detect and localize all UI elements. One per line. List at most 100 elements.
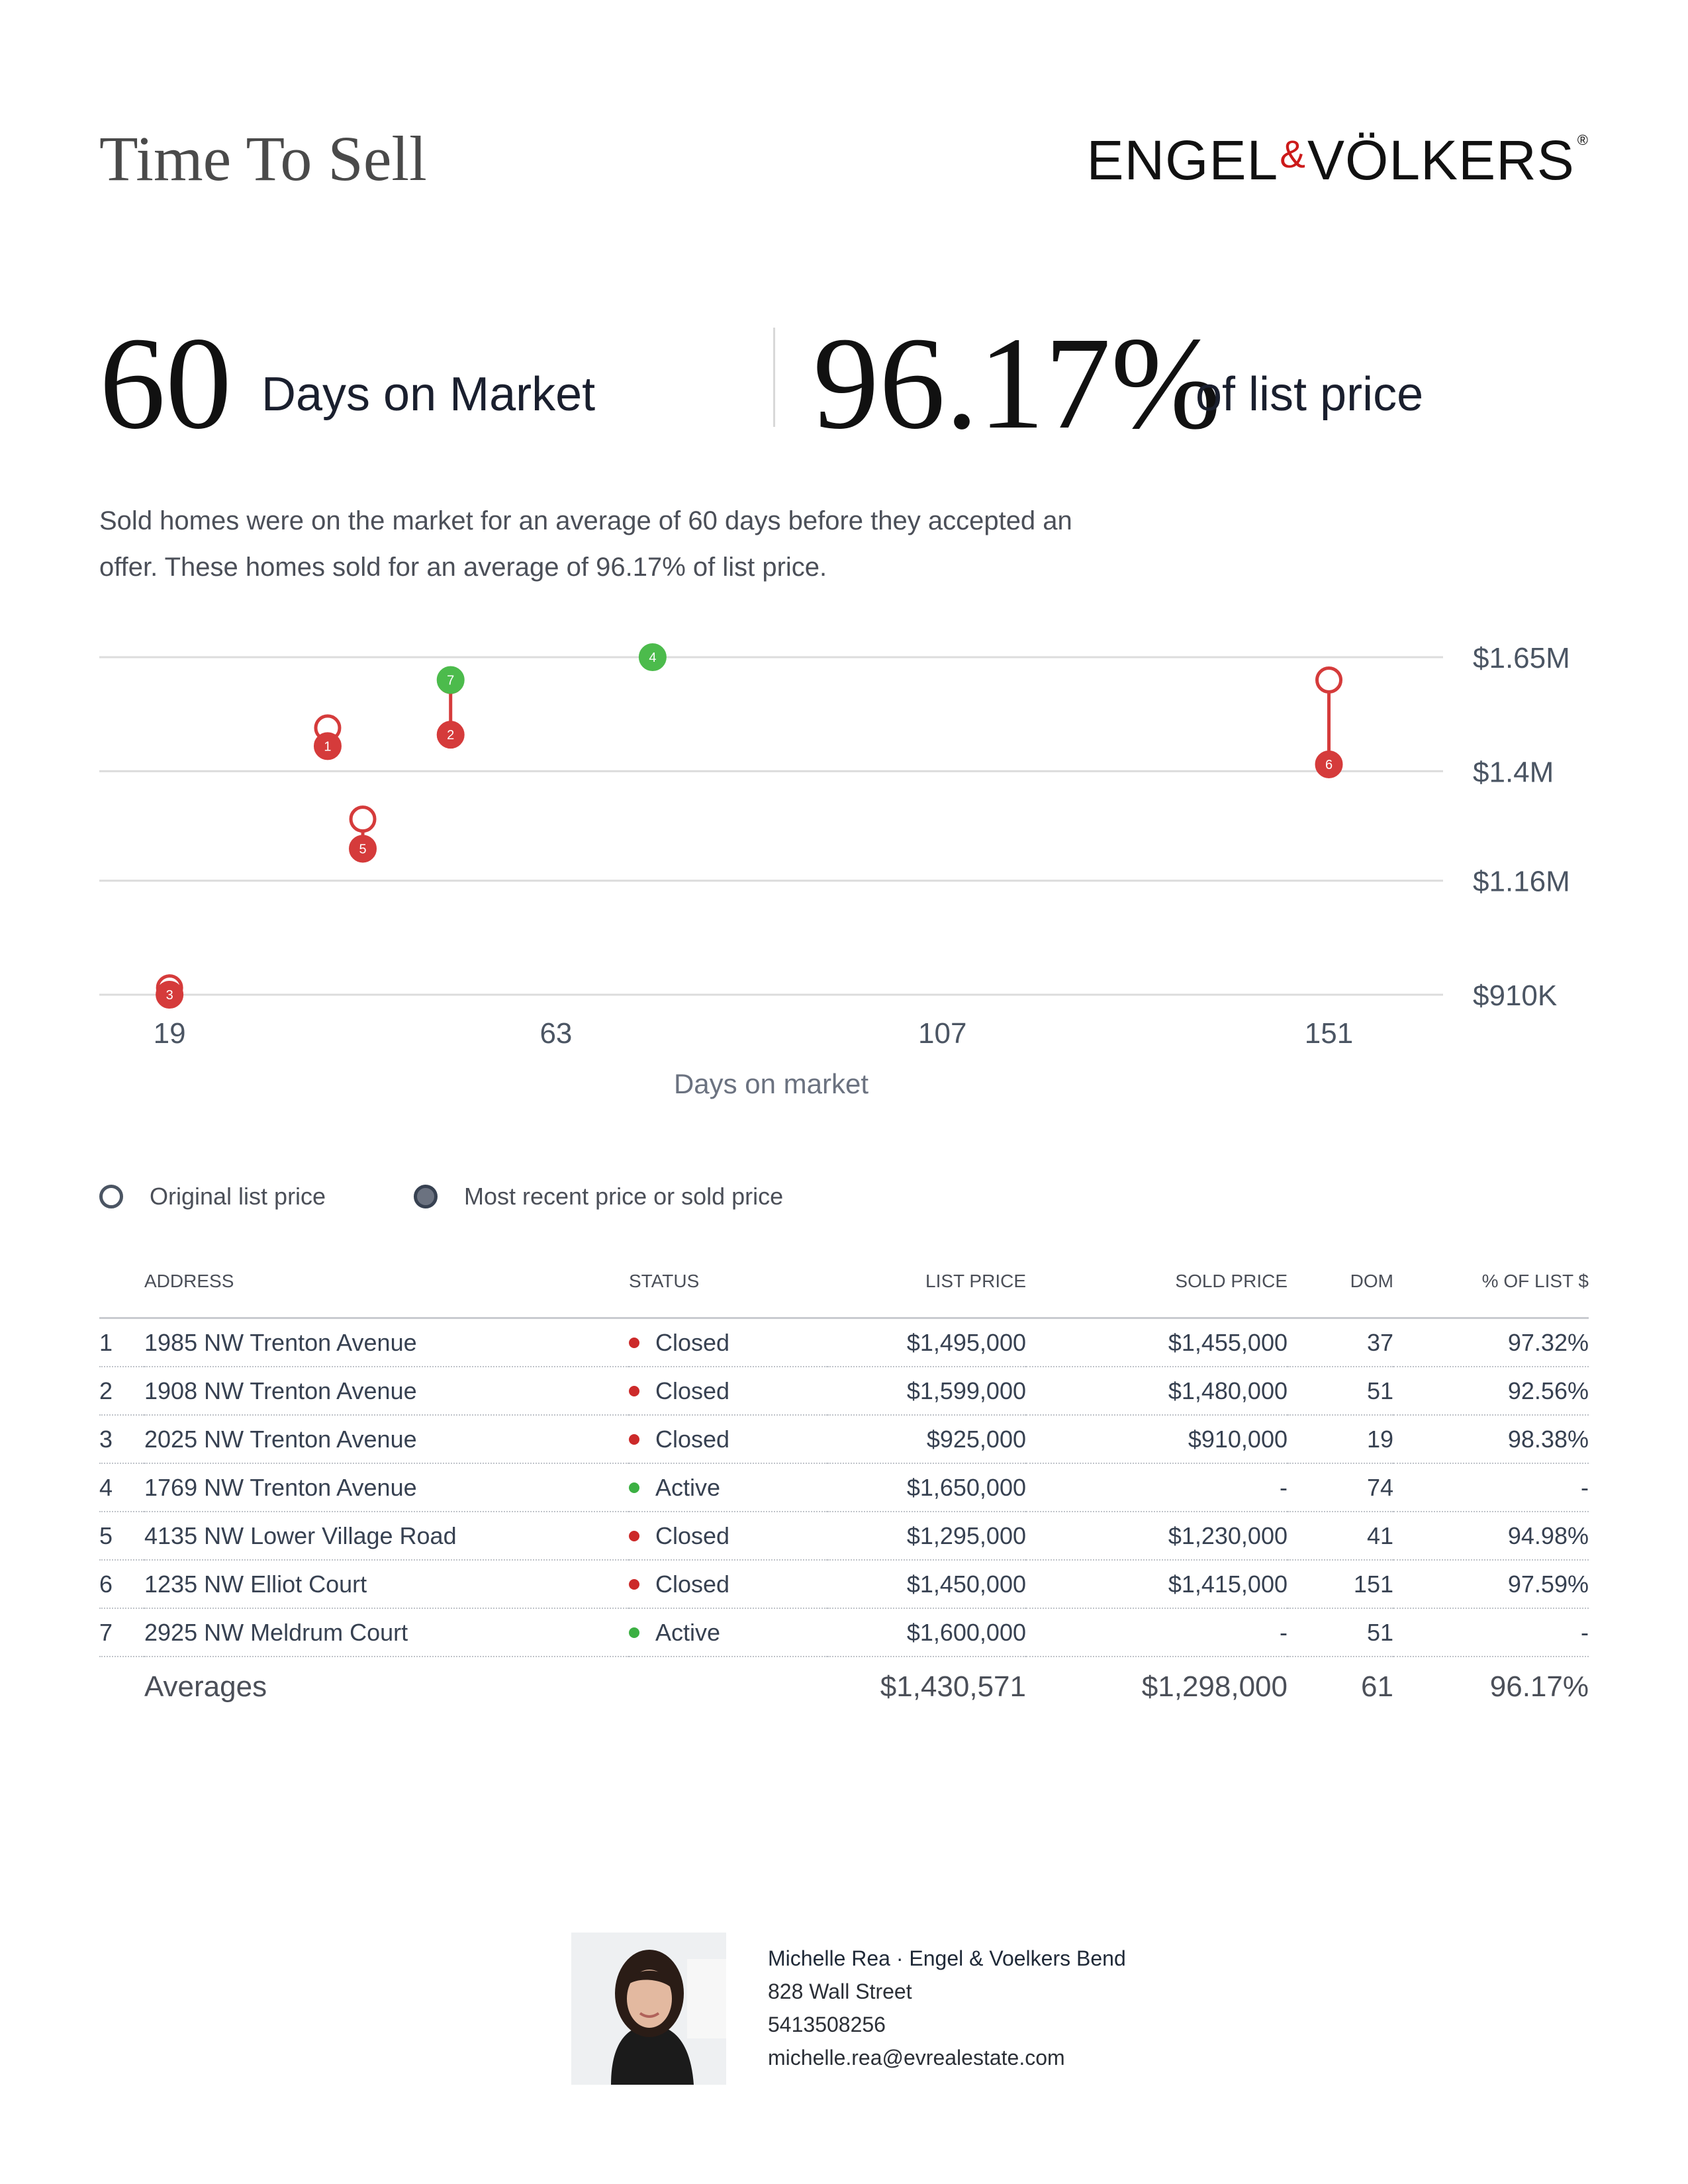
point-id-label: 5 <box>359 842 366 856</box>
table-row: 1 1985 NW Trenton Avenue Closed $1,495,0… <box>99 1318 1589 1367</box>
agent-name: Michelle Rea · Engel & Voelkers Bend <box>768 1946 1126 1970</box>
original-list-price-marker <box>349 805 377 833</box>
header-sold-price: SOLD PRICE <box>1026 1271 1288 1319</box>
status-dot-icon <box>629 1530 639 1541</box>
agent-phone[interactable]: 5413508256 <box>768 2013 886 2036</box>
brand-logo-right: VÖLKERS <box>1307 129 1575 191</box>
summary-description: Sold homes were on the market for an ave… <box>99 506 1072 582</box>
row-address: 4135 NW Lower Village Road <box>144 1512 629 1561</box>
header-num <box>99 1271 144 1319</box>
stat-divider <box>773 328 775 427</box>
row-number: 2 <box>99 1367 144 1416</box>
row-status: Closed <box>629 1318 827 1367</box>
brand-logo-left: ENGEL <box>1086 129 1279 191</box>
row-status: Active <box>629 1463 827 1512</box>
row-status-label: Closed <box>655 1570 730 1598</box>
row-list-price: $1,450,000 <box>827 1560 1026 1609</box>
row-number: 7 <box>99 1608 144 1657</box>
percent-of-list-label: of list price <box>1196 368 1424 421</box>
brand-logo-reg: ® <box>1577 132 1589 148</box>
row-address: 1235 NW Elliot Court <box>144 1560 629 1609</box>
x-tick-label: 19 <box>154 1017 186 1050</box>
row-list-price: $1,495,000 <box>827 1318 1026 1367</box>
averages-status-empty <box>629 1657 827 1717</box>
row-number: 1 <box>99 1318 144 1367</box>
row-sold-price: $1,455,000 <box>1026 1318 1288 1367</box>
row-sold-price: - <box>1026 1463 1288 1512</box>
row-pct-of-list: 98.38% <box>1393 1415 1589 1464</box>
listings-table: ADDRESS STATUS LIST PRICE SOLD PRICE DOM… <box>99 1271 1589 1717</box>
header-pct-of-list: % OF LIST $ <box>1393 1271 1589 1319</box>
row-status-label: Closed <box>655 1328 730 1356</box>
point-id-label: 1 <box>324 739 331 754</box>
row-sold-price: - <box>1026 1608 1288 1657</box>
recent-price-marker <box>436 721 465 749</box>
open-circle-icon <box>99 1185 123 1208</box>
row-pct-of-list: 94.98% <box>1393 1512 1589 1561</box>
row-sold-price: $1,415,000 <box>1026 1560 1288 1609</box>
row-list-price: $1,295,000 <box>827 1512 1026 1561</box>
table-row: 6 1235 NW Elliot Court Closed $1,450,000… <box>99 1560 1589 1609</box>
row-list-price: $925,000 <box>827 1415 1026 1464</box>
averages-pct-of-list: 96.17% <box>1489 1670 1589 1703</box>
row-address: 2925 NW Meldrum Court <box>144 1608 629 1657</box>
averages-label: Averages <box>144 1670 267 1703</box>
agent-street: 828 Wall Street <box>768 1979 912 2003</box>
recent-price-marker <box>638 643 667 671</box>
days-on-market-value: 60 <box>99 310 232 457</box>
y-tick-label: $1.4M <box>1473 756 1554 788</box>
status-dot-icon <box>629 1627 639 1638</box>
table-row: 7 2925 NW Meldrum Court Active $1,600,00… <box>99 1608 1589 1657</box>
row-sold-price: $910,000 <box>1026 1415 1288 1464</box>
y-tick-label: $1.16M <box>1473 866 1570 898</box>
row-status: Closed <box>629 1415 827 1464</box>
header-list-price: LIST PRICE <box>827 1271 1026 1319</box>
agent-portrait-icon <box>571 1933 726 2085</box>
row-status-label: Active <box>655 1618 721 1646</box>
row-dom: 19 <box>1288 1415 1393 1464</box>
row-status: Closed <box>629 1367 827 1416</box>
row-number: 5 <box>99 1512 144 1561</box>
header-status: STATUS <box>629 1271 827 1319</box>
table-header-row: ADDRESS STATUS LIST PRICE SOLD PRICE DOM… <box>99 1271 1589 1319</box>
averages-dom: 61 <box>1361 1670 1393 1703</box>
row-pct-of-list: 97.32% <box>1393 1318 1589 1367</box>
status-dot-icon <box>629 1482 639 1493</box>
point-id-label: 7 <box>447 673 454 688</box>
row-status-label: Closed <box>655 1522 730 1549</box>
recent-price-marker <box>313 732 342 760</box>
y-tick-label: $1.65M <box>1473 642 1570 674</box>
table-row: 3 2025 NW Trenton Avenue Closed $925,000… <box>99 1415 1589 1464</box>
original-list-price-marker <box>1315 666 1343 694</box>
row-pct-of-list: 97.59% <box>1393 1560 1589 1609</box>
y-tick-label: $910K <box>1473 979 1557 1012</box>
status-dot-icon <box>629 1337 639 1348</box>
row-list-price: $1,650,000 <box>827 1463 1026 1512</box>
recent-price-marker <box>349 835 377 863</box>
status-dot-icon <box>629 1385 639 1396</box>
row-number: 4 <box>99 1463 144 1512</box>
row-address: 1985 NW Trenton Avenue <box>144 1318 629 1367</box>
x-tick-label: 151 <box>1305 1017 1353 1050</box>
header-dom: DOM <box>1288 1271 1393 1319</box>
row-address: 1908 NW Trenton Avenue <box>144 1367 629 1416</box>
table-row: 4 1769 NW Trenton Avenue Active $1,650,0… <box>99 1463 1589 1512</box>
row-pct-of-list: 92.56% <box>1393 1367 1589 1416</box>
agent-email[interactable]: michelle.rea@evrealestate.com <box>768 2046 1065 2070</box>
filled-circle-icon <box>414 1185 438 1208</box>
row-status-label: Active <box>655 1473 721 1501</box>
averages-list-price: $1,430,571 <box>880 1670 1026 1703</box>
legend-label-recent: Most recent price or sold price <box>464 1183 784 1210</box>
row-sold-price: $1,480,000 <box>1026 1367 1288 1416</box>
percent-of-list-value: 96.17% <box>813 310 1221 457</box>
row-pct-of-list: - <box>1393 1608 1589 1657</box>
recent-price-marker <box>156 981 184 1009</box>
row-dom: 41 <box>1288 1512 1393 1561</box>
row-list-price: $1,600,000 <box>827 1608 1026 1657</box>
row-list-price: $1,599,000 <box>827 1367 1026 1416</box>
row-address: 1769 NW Trenton Avenue <box>144 1463 629 1512</box>
point-id-label: 6 <box>1325 758 1333 772</box>
table-row: 5 4135 NW Lower Village Road Closed $1,2… <box>99 1512 1589 1561</box>
page-title: Time To Sell <box>99 123 427 194</box>
